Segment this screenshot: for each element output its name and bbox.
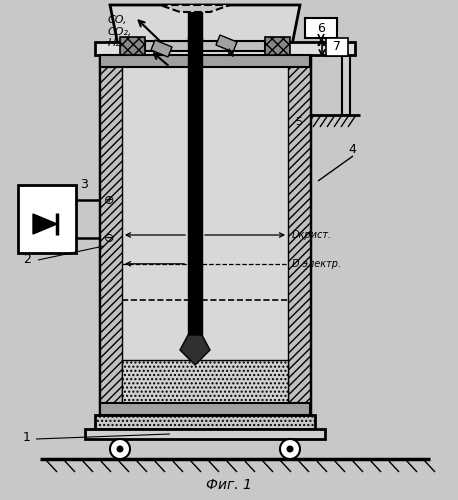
Text: 3: 3: [80, 178, 88, 191]
Text: CO,
CO₂,
H₂: CO, CO₂, H₂: [108, 15, 132, 48]
Text: 7: 7: [333, 40, 341, 54]
Bar: [305, 18, 337, 38]
Bar: [100, 403, 310, 415]
Bar: [122, 360, 288, 403]
Text: Dкрист.: Dкрист.: [292, 230, 332, 240]
Text: ⊖: ⊖: [104, 232, 114, 245]
Bar: [100, 55, 310, 415]
Bar: [18, 185, 76, 253]
Text: 4: 4: [348, 143, 356, 156]
Bar: [188, 12, 202, 42]
Circle shape: [110, 439, 130, 459]
Bar: [265, 37, 290, 55]
Bar: [342, 55, 350, 115]
Bar: [85, 429, 325, 439]
Text: 1: 1: [23, 431, 31, 444]
Bar: [100, 55, 310, 67]
Circle shape: [287, 446, 294, 452]
Text: 6: 6: [317, 22, 325, 36]
Text: 5: 5: [295, 117, 302, 127]
Bar: [100, 55, 122, 415]
Text: ⊕: ⊕: [104, 194, 114, 207]
Polygon shape: [160, 5, 230, 12]
Bar: [95, 42, 355, 55]
Text: 2: 2: [23, 253, 31, 266]
Polygon shape: [110, 5, 300, 55]
Circle shape: [116, 446, 124, 452]
Bar: [188, 37, 202, 335]
Bar: [120, 37, 145, 55]
Polygon shape: [151, 40, 172, 57]
Polygon shape: [180, 335, 210, 365]
Bar: [288, 55, 310, 415]
Bar: [326, 38, 348, 56]
Polygon shape: [216, 35, 237, 52]
Text: D электр.: D электр.: [292, 259, 341, 269]
Text: Фиг. 1: Фиг. 1: [206, 478, 252, 492]
Polygon shape: [33, 214, 57, 234]
Bar: [145, 41, 265, 51]
Bar: [95, 415, 315, 429]
Circle shape: [280, 439, 300, 459]
